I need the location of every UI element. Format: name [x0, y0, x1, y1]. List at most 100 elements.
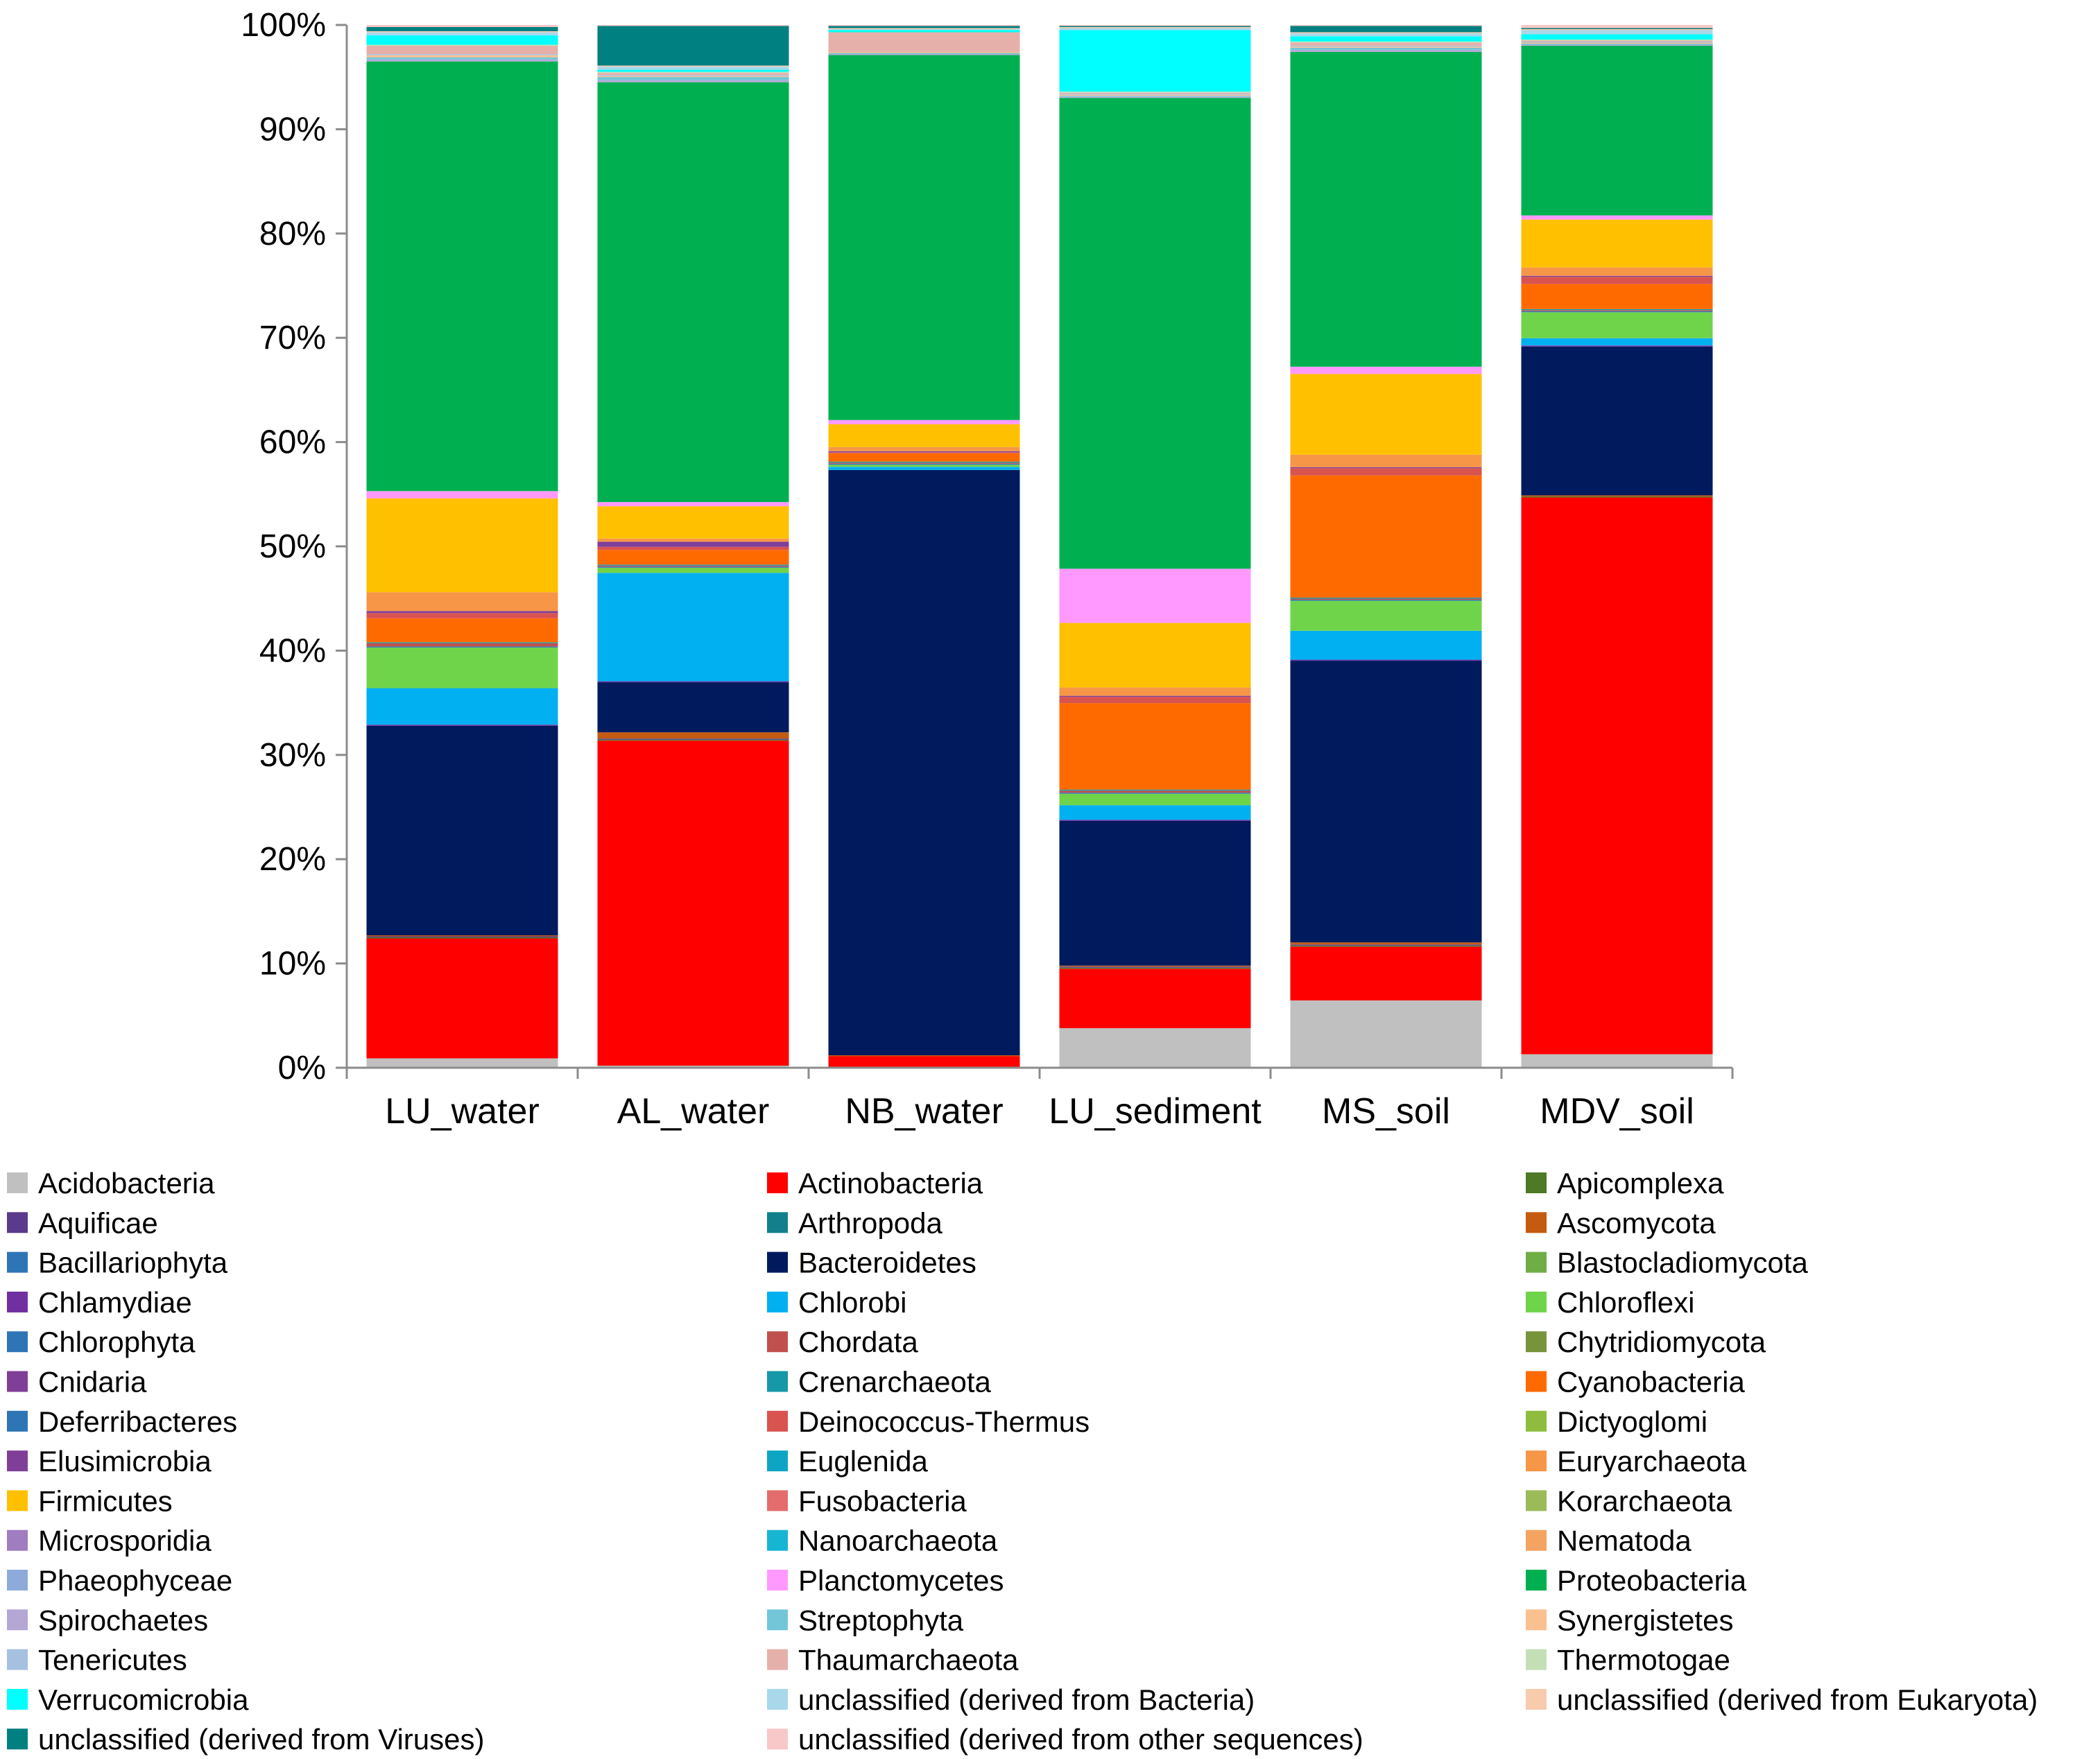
- legend-label: Fusobacteria: [798, 1484, 967, 1517]
- bar-segment: [828, 453, 1020, 462]
- x-axis-labels: LU_water AL_water NB_water LU_sediment MS_so…: [385, 1091, 1694, 1132]
- bar-segment: [1290, 26, 1482, 33]
- legend-label: Firmicutes: [38, 1484, 173, 1517]
- bar-segment: [1521, 34, 1713, 40]
- bar-segment: [1059, 26, 1251, 28]
- bar-segment: [1059, 92, 1251, 94]
- bar-segment: [1521, 496, 1713, 498]
- legend-item: Bacillariophyta: [7, 1247, 228, 1279]
- bar-segment: [1059, 703, 1251, 790]
- bar-segment: [1290, 36, 1482, 42]
- bar-segment: [597, 1065, 789, 1068]
- bar-segment: [1521, 346, 1713, 496]
- legend-label: Deferribacteres: [38, 1405, 237, 1438]
- legend-swatch: [7, 1570, 28, 1591]
- bar-segment: [1059, 790, 1251, 793]
- legend-label: Korarchaeota: [1557, 1484, 1732, 1517]
- legend-item: Thaumarchaeota: [767, 1644, 1019, 1676]
- legend-label: Chlamydiae: [38, 1286, 192, 1319]
- legend-swatch: [7, 1172, 28, 1193]
- legend-label: Cnidaria: [38, 1366, 147, 1398]
- legend-item: Apicomplexa: [1526, 1167, 1724, 1199]
- x-tick-label: LU_sediment: [1049, 1091, 1262, 1132]
- bar-segment: [1059, 792, 1251, 794]
- y-tick-label: 90%: [259, 111, 326, 148]
- legend-label: Euryarchaeota: [1557, 1445, 1747, 1478]
- legend-item: Chlorophyta: [7, 1326, 196, 1358]
- bar-segment: [1290, 942, 1482, 945]
- bar-segment: [828, 55, 1020, 420]
- bar-segment: [1059, 967, 1251, 968]
- bar-segment: [597, 502, 789, 507]
- bar-segment: [828, 51, 1020, 53]
- legend-label: Ascomycota: [1557, 1206, 1716, 1239]
- bar-segment: [366, 647, 558, 688]
- legend-label: unclassified (derived from other sequenc…: [798, 1723, 1363, 1756]
- bar-segment: [1290, 661, 1482, 943]
- bar-segment: [1059, 92, 1251, 93]
- bar-segment: [1290, 600, 1482, 631]
- legend-label: Synergistetes: [1557, 1604, 1733, 1636]
- bar-segment: [597, 25, 789, 26]
- legend-label: unclassified (derived from Eukaryota): [1557, 1683, 2038, 1716]
- bar-segment: [1521, 219, 1713, 268]
- bar-segment: [366, 642, 558, 643]
- legend-label: Deinococcus-Thermus: [798, 1405, 1090, 1438]
- legend-item: unclassified (derived from Bacteria): [767, 1683, 1255, 1716]
- bar-segment: [597, 564, 789, 566]
- legend-item: Chlorobi: [767, 1286, 906, 1319]
- bar-segment: [1521, 309, 1713, 311]
- x-tick-label: MS_soil: [1322, 1091, 1450, 1132]
- legend-label: Nanoarchaeota: [798, 1525, 998, 1557]
- legend-swatch: [7, 1649, 28, 1670]
- legend-swatch: [767, 1331, 788, 1353]
- bar-segment: [1521, 277, 1713, 284]
- bar-segment: [1059, 820, 1251, 966]
- bar-segment: [366, 688, 558, 725]
- bar-segment: [828, 419, 1020, 424]
- legend-item: Cyanobacteria: [1526, 1366, 1745, 1398]
- bar-segment: [1521, 40, 1713, 42]
- legend-swatch: [1526, 1530, 1547, 1551]
- bar-segment: [1290, 25, 1482, 26]
- bar-segment: [1059, 94, 1251, 95]
- legend-label: Chordata: [798, 1326, 918, 1358]
- y-tick-label: 20%: [259, 841, 326, 878]
- bar-segment: [1521, 42, 1713, 44]
- bar-stack-lu-sediment: [1059, 25, 1251, 1068]
- legend-item: Euglenida: [767, 1445, 928, 1478]
- x-tick-label: NB_water: [845, 1091, 1003, 1132]
- legend-item: Phaeophyceae: [7, 1564, 232, 1597]
- bar-segment: [597, 681, 789, 683]
- legend-swatch: [767, 1291, 788, 1312]
- legend-label: Microsporidia: [38, 1525, 212, 1557]
- bar-stack-al-water: [597, 25, 789, 1068]
- legend-swatch: [1526, 1172, 1547, 1193]
- bar-segment: [1521, 267, 1713, 276]
- legend-item: Chlamydiae: [7, 1286, 192, 1319]
- bar-segment: [366, 725, 558, 935]
- bar-segment: [366, 613, 558, 618]
- bar-segment: [597, 71, 789, 73]
- bar-segment: [366, 35, 558, 45]
- bar-segment: [828, 53, 1020, 55]
- legend-label: Chloroflexi: [1557, 1286, 1694, 1319]
- x-axis-ticks: [345, 1068, 1734, 1079]
- bar-segment: [1521, 338, 1713, 346]
- bar-segment: [1059, 25, 1251, 26]
- bar-segment: [1059, 965, 1251, 967]
- legend-label: Arthropoda: [798, 1206, 943, 1239]
- legend-swatch: [1526, 1291, 1547, 1312]
- legend-item: Crenarchaeota: [767, 1366, 991, 1398]
- bar-segment: [828, 469, 1020, 1056]
- bar-segment: [366, 611, 558, 614]
- legend-item: Aquificae: [7, 1206, 158, 1239]
- legend-swatch: [767, 1251, 788, 1273]
- legend-item: Proteobacteria: [1526, 1564, 1747, 1597]
- bar-segment: [366, 1058, 558, 1068]
- x-tick-label: LU_water: [385, 1091, 540, 1132]
- legend-item: unclassified (derived from Viruses): [7, 1723, 484, 1756]
- legend-label: Aquificae: [38, 1206, 158, 1239]
- legend-swatch: [767, 1728, 788, 1750]
- bar-segment: [1059, 969, 1251, 1028]
